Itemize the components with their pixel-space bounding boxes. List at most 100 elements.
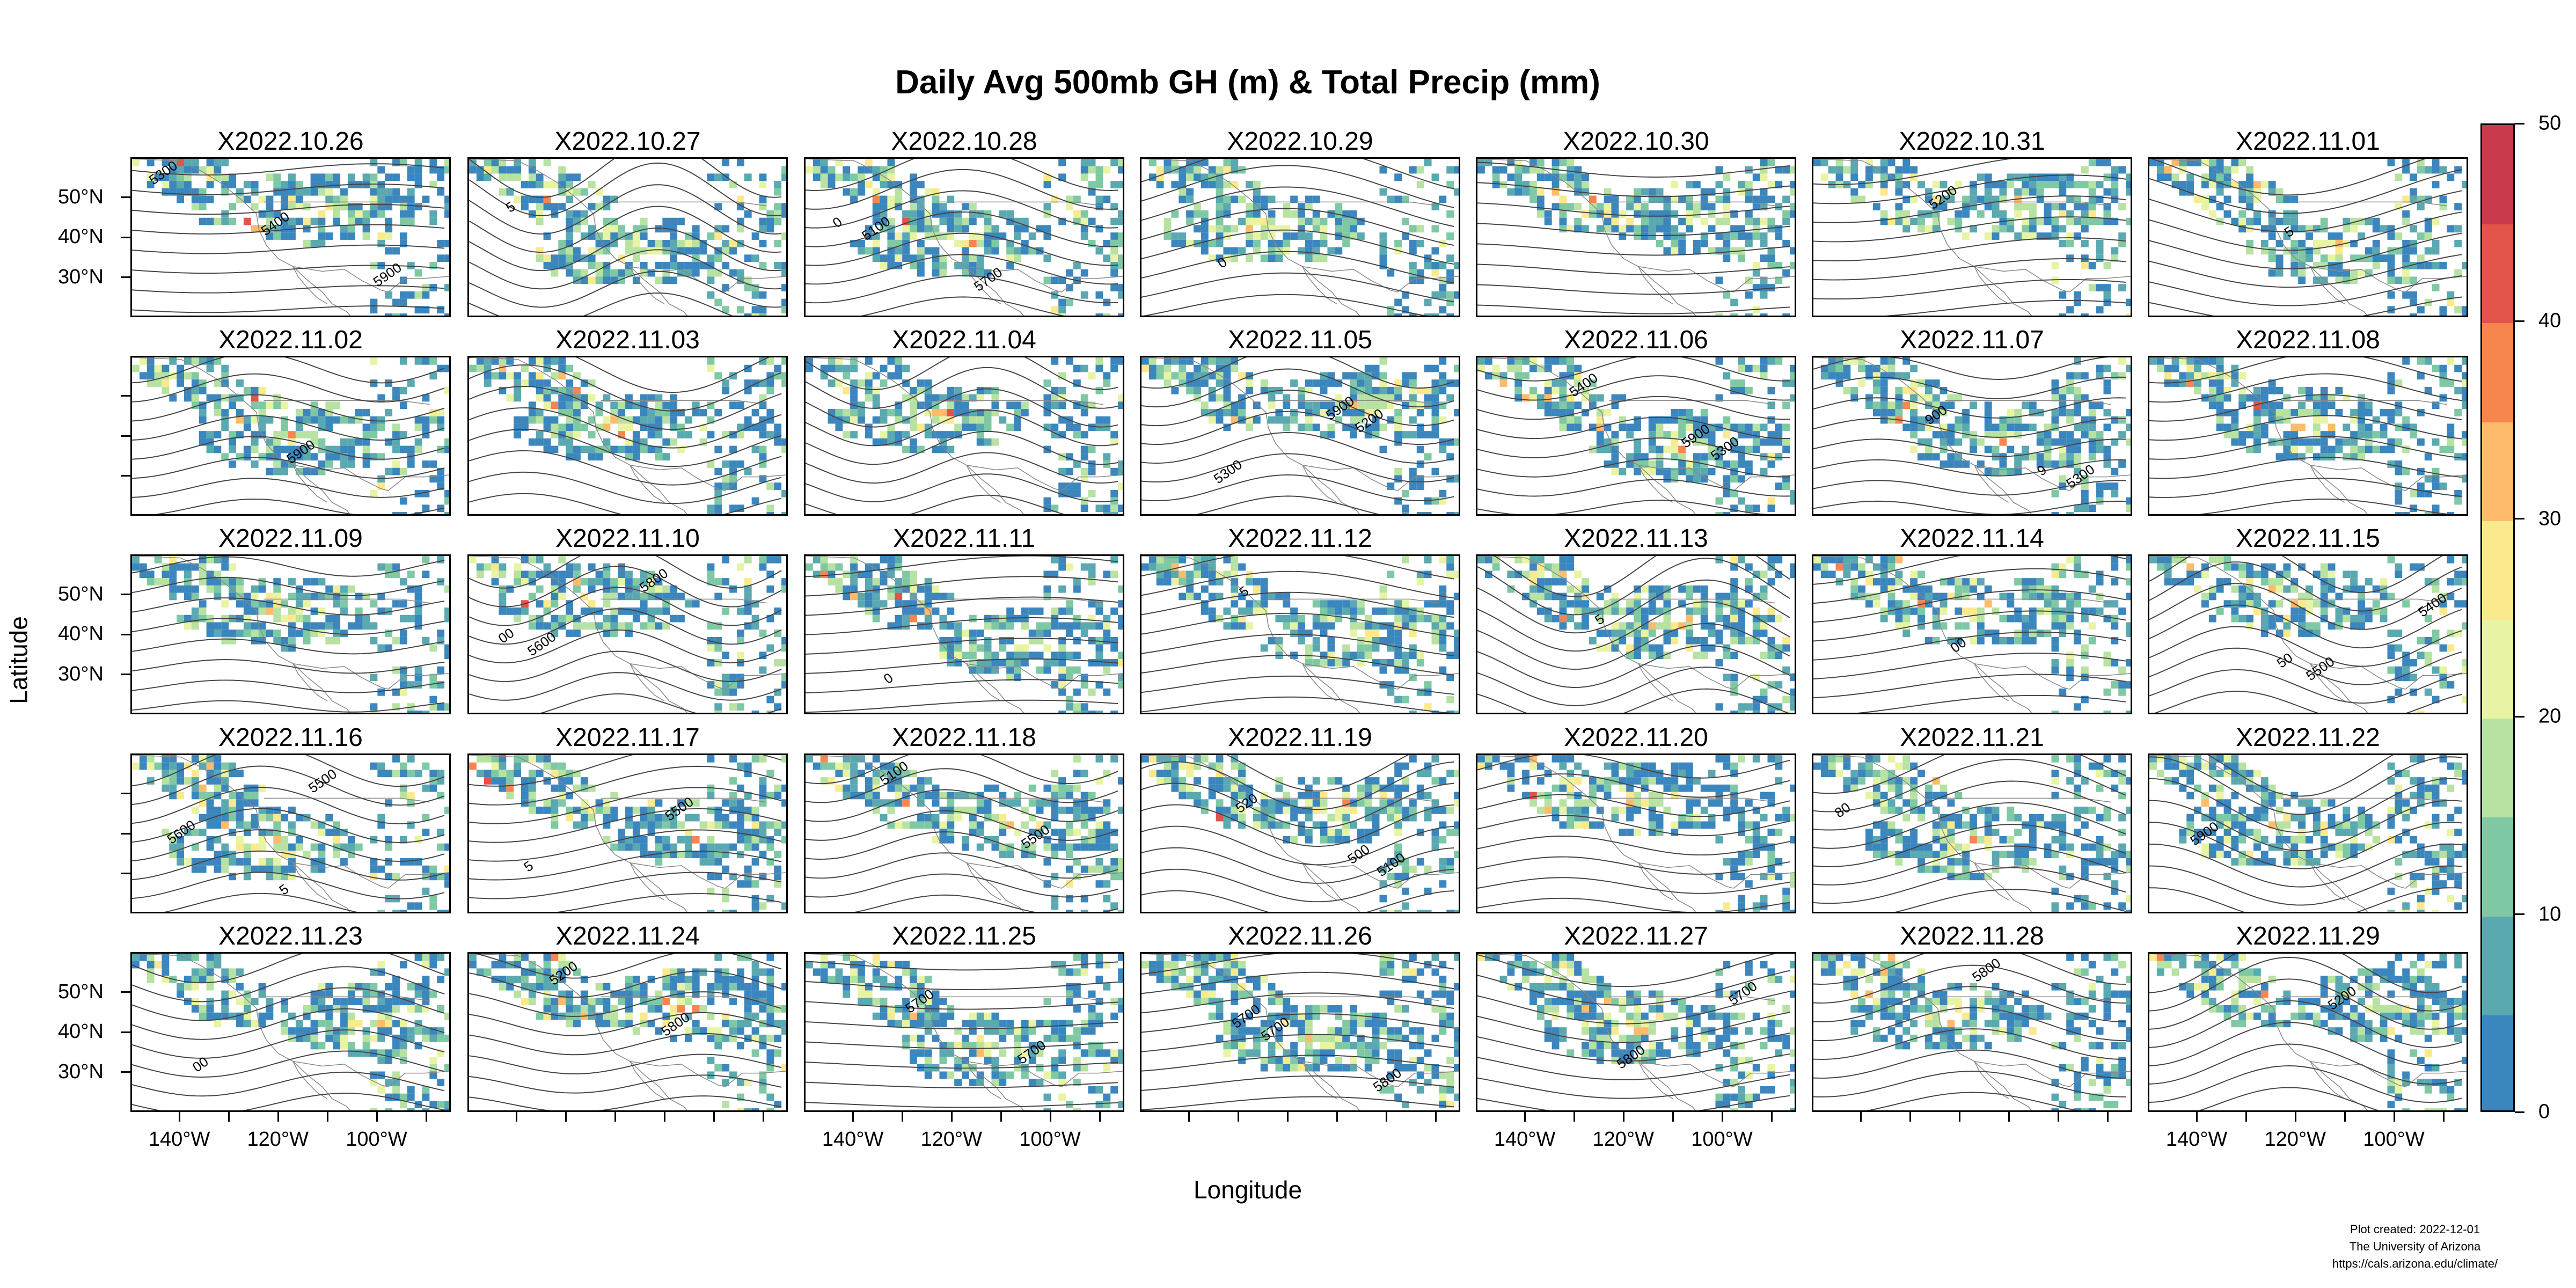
precip-cell (1895, 217, 1903, 225)
precip-cell (229, 592, 237, 601)
precip-cell (543, 416, 551, 424)
precip-cell (147, 357, 155, 365)
precip-cell (2156, 173, 2164, 181)
precip-cell (1350, 608, 1357, 615)
precip-cell (1305, 254, 1313, 262)
precip-cell (1253, 585, 1261, 593)
precip-cell (707, 512, 715, 514)
precip-cell (714, 372, 722, 380)
precip-cell (1895, 386, 1903, 394)
precip-cell (1088, 614, 1096, 623)
precip-cell (1775, 431, 1783, 438)
panel-title: X2022.11.11 (892, 524, 1036, 553)
precip-cell (243, 195, 251, 203)
precip-cell (370, 636, 378, 645)
precip-cell (707, 570, 715, 579)
precip-cell (751, 622, 759, 630)
precip-cell (1760, 166, 1768, 174)
precip-cell (385, 173, 393, 181)
precip-cell (1298, 630, 1305, 637)
precip-cell (573, 622, 581, 630)
precip-cell (2066, 217, 2074, 225)
precip-cell (781, 166, 786, 174)
x-axis-label: Longitude (1193, 1176, 1302, 1204)
precip-cell (303, 188, 311, 196)
precip-cell (385, 291, 393, 299)
precip-cell (1043, 659, 1051, 667)
precip-cell (295, 409, 303, 416)
precip-cell (536, 394, 544, 402)
precip-cell (1775, 232, 1783, 240)
precip-cell (2156, 166, 2164, 174)
gh-contour (1196, 495, 1380, 514)
precip-cell (1865, 364, 1873, 372)
precip-cell (1201, 225, 1209, 233)
precip-cell (399, 445, 407, 453)
precip-cell (2208, 210, 2216, 218)
map-panel: 5200 5300 5900 (1140, 356, 1460, 516)
precip-cell (1216, 379, 1224, 387)
precip-cell (1223, 225, 1231, 233)
precip-cell (1977, 173, 1985, 181)
precip-cell (536, 254, 544, 262)
precip-cell (999, 644, 1007, 652)
precip-cell (603, 600, 611, 608)
precip-cell (1066, 630, 1073, 637)
precip-cell (954, 262, 962, 269)
precip-cell (2275, 195, 2284, 203)
precip-cell (625, 239, 633, 247)
precip-cell (169, 570, 177, 579)
precip-cell (1693, 475, 1701, 483)
precip-cell (1648, 210, 1656, 218)
precip-cell (2088, 401, 2096, 409)
precip-cell (2066, 386, 2074, 394)
precip-cell (1984, 467, 1992, 475)
precip-cell (2290, 431, 2299, 438)
precip-cell (1932, 195, 1940, 203)
precip-cell (662, 622, 670, 630)
precip-cell (229, 460, 237, 468)
precip-cell (1626, 460, 1634, 468)
precip-cell (902, 232, 910, 240)
precip-cell (199, 578, 207, 586)
precip-cell (1118, 600, 1123, 608)
precip-cell (1095, 636, 1103, 645)
precip-cell (1335, 608, 1343, 615)
precip-cell (1604, 460, 1612, 468)
precip-cell (437, 666, 445, 674)
precip-cell (1110, 269, 1118, 277)
precip-cell (2103, 423, 2111, 431)
precip-cell (2320, 254, 2328, 262)
precip-cell (1567, 423, 1575, 431)
precip-cell (229, 445, 237, 453)
precip-cell (924, 431, 932, 438)
precip-cell (2417, 489, 2425, 497)
precip-cell (281, 203, 289, 211)
precip-cell (774, 703, 782, 711)
precip-cell (437, 188, 445, 196)
precip-cell (1216, 239, 1224, 247)
precip-cell (759, 313, 767, 316)
precip-cell (566, 438, 574, 446)
precip-cell (1477, 166, 1485, 174)
precip-cell (1141, 563, 1149, 571)
precip-cell (1611, 225, 1619, 233)
precip-cell (1305, 217, 1313, 225)
precip-cell (169, 585, 177, 593)
precip-cell (1559, 210, 1567, 218)
precip-cell (2081, 254, 2089, 262)
precip-cell (1596, 203, 1604, 211)
precip-cell (273, 401, 281, 409)
precip-cell (781, 644, 786, 652)
precip-cell (1767, 247, 1775, 255)
gh-contour (154, 499, 445, 514)
precip-cell (2179, 159, 2187, 166)
gh-contour (1143, 294, 1428, 316)
precip-cell (781, 674, 786, 682)
precip-cell (828, 416, 836, 424)
chart-title: Daily Avg 500mb GH (m) & Total Precip (m… (895, 64, 1600, 101)
precip-cell (1760, 254, 1768, 262)
precip-cell (947, 636, 955, 645)
precip-cell (1006, 608, 1014, 615)
precip-cell (362, 453, 370, 461)
